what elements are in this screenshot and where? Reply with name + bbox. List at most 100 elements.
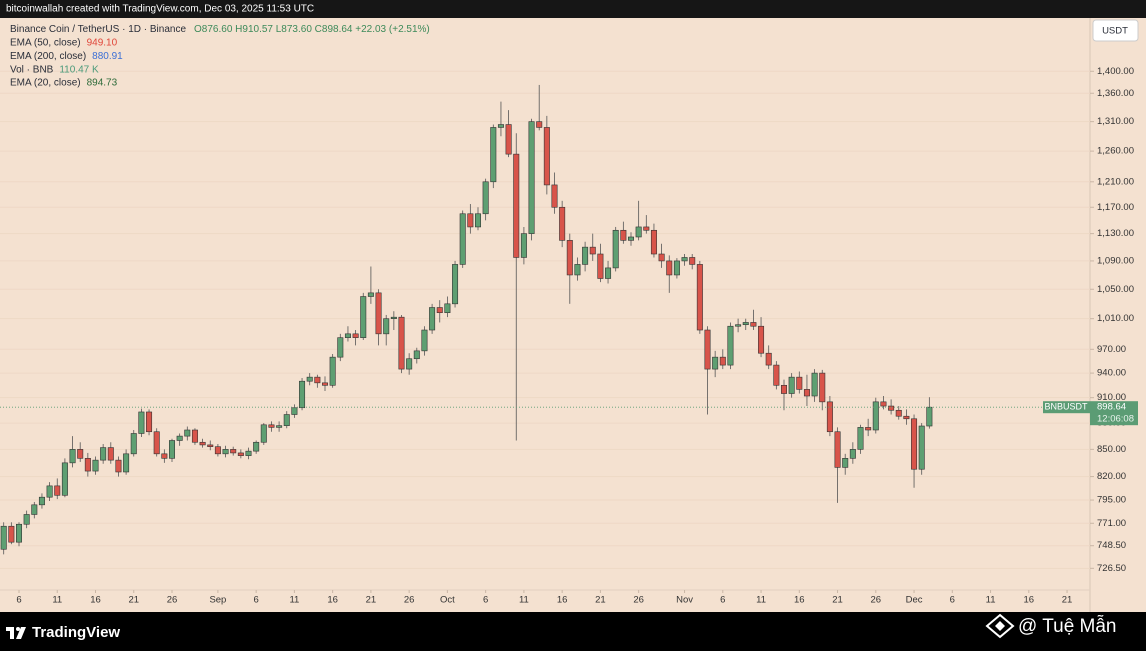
x-tick-label: 6 (950, 595, 955, 606)
candle-body (314, 376, 321, 384)
candle-body (237, 452, 244, 456)
candle-body (895, 409, 902, 417)
x-tick-label: 16 (794, 595, 805, 606)
y-tick-label: 795.00 (1097, 495, 1126, 506)
legend-row: EMA (200, close) 880.91 (10, 51, 123, 62)
candle-body (306, 376, 313, 382)
currency[interactable]: USDT (1102, 26, 1128, 37)
candle-body (337, 337, 344, 358)
candle-body (658, 253, 665, 262)
candle-body (390, 316, 397, 319)
legend-row: Binance Coin / TetherUS · 1D · Binance O8… (10, 24, 430, 35)
candle-body (528, 121, 535, 234)
candle-body (842, 458, 849, 468)
y-tick-label: 820.00 (1097, 471, 1126, 482)
y-tick-label: 1,260.00 (1097, 146, 1134, 157)
y-tick-label: 850.00 (1097, 444, 1126, 455)
legend-row: EMA (20, close) 894.73 (10, 77, 118, 88)
indicator-name: EMA (50, close) (10, 37, 81, 48)
candle-body (566, 240, 573, 276)
icon-part (995, 621, 1005, 631)
candle-body (421, 329, 428, 352)
x-tick-label: 16 (557, 595, 568, 606)
candle-body (61, 462, 68, 496)
x-tick-label: 21 (595, 595, 606, 606)
legend-row: Vol · BNB 110.47 K (10, 64, 99, 75)
y-tick-label: 910.00 (1097, 392, 1126, 403)
candle-body (23, 514, 30, 525)
candle-body (146, 411, 153, 433)
indicator-name: EMA (200, close) (10, 51, 86, 62)
x-tick-label: 26 (404, 595, 415, 606)
candle-body (926, 406, 933, 427)
indicator-value: 880.91 (92, 51, 123, 62)
candle-body (627, 236, 634, 241)
candle-body (169, 440, 176, 459)
candle-body (780, 384, 787, 394)
y-tick-label: 748.50 (1097, 540, 1126, 551)
candle-body (276, 425, 283, 428)
x-tick-label: 21 (832, 595, 843, 606)
candle-body (811, 372, 818, 397)
price-label: 898.64 (1097, 402, 1126, 413)
candle-body (520, 233, 527, 258)
brand: TradingView (32, 624, 120, 641)
indicator-value: 949.10 (87, 37, 118, 48)
candle-body (15, 523, 22, 543)
logo-part (10, 627, 14, 639)
candle-body (696, 264, 703, 331)
x-tick-label: Sep (209, 595, 226, 606)
y-tick-label: 970.00 (1097, 344, 1126, 355)
candle-body (260, 424, 267, 443)
candle-body (865, 427, 872, 431)
countdown: 12:06:08 (1097, 414, 1134, 425)
candle-body (857, 427, 864, 450)
candle-body (704, 329, 711, 370)
candle-body (352, 333, 359, 338)
candle-body (643, 226, 650, 231)
candle-body (712, 356, 719, 370)
candle-body (849, 449, 856, 459)
candle-body (161, 453, 168, 459)
candle-body (207, 444, 214, 447)
tradingview-logo (6, 627, 26, 639)
candle-body (819, 372, 826, 403)
candle-body (444, 303, 451, 314)
y-tick-label: 1,210.00 (1097, 176, 1134, 187)
candle-body (253, 441, 260, 452)
x-tick-label: 21 (366, 595, 377, 606)
x-tick-label: 11 (289, 595, 299, 606)
x-tick-label: 11 (519, 595, 529, 606)
candle-body (735, 324, 742, 327)
price-box (1090, 401, 1138, 426)
candle-body (360, 296, 367, 338)
currency-box[interactable] (1092, 19, 1139, 42)
y-tick-label: 1,310.00 (1097, 116, 1134, 127)
ohlc: O876.60 H910.57 L873.60 C898.64 +22.03 (… (194, 24, 430, 35)
candle-body (54, 485, 61, 496)
candle-body (283, 414, 290, 426)
candle-body (505, 124, 512, 155)
candle-body (620, 229, 627, 241)
candle-body (605, 267, 612, 279)
candle-body (459, 213, 466, 265)
candle-body (321, 382, 328, 386)
x-tick-label: 6 (720, 595, 725, 606)
candle-body (474, 213, 481, 228)
x-tick-label: 16 (1024, 595, 1035, 606)
candle-body (344, 333, 351, 338)
candle-body (199, 441, 206, 446)
candle-body (406, 358, 413, 370)
candle-body (436, 307, 443, 314)
candle-body (8, 525, 15, 543)
candle-body (69, 449, 76, 464)
y-tick-label: 940.00 (1097, 368, 1126, 379)
x-tick-label: 11 (986, 595, 996, 606)
x-tick-label: 6 (254, 595, 259, 606)
candle-body (467, 213, 474, 228)
watermark: @ Tuệ Mẫn (1018, 615, 1117, 637)
candle-body (918, 425, 925, 470)
candle-body (834, 431, 841, 468)
candle-body (903, 415, 910, 420)
